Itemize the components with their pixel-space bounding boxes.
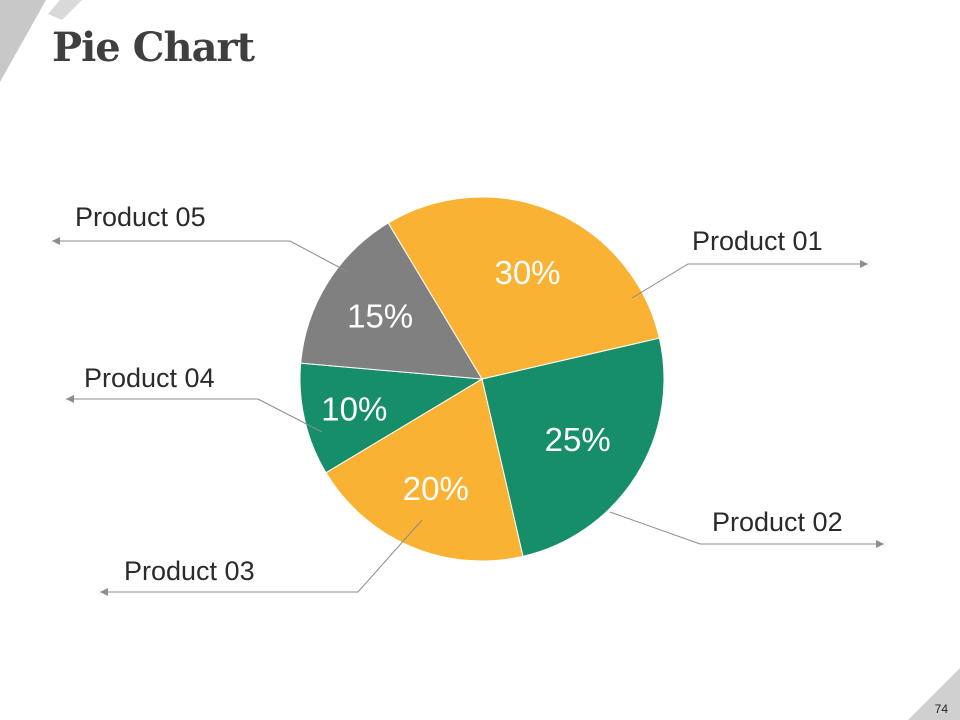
slice-value-label: 20% bbox=[403, 470, 469, 507]
leader-line bbox=[100, 519, 423, 593]
page-number: 74 bbox=[934, 702, 948, 716]
page-title: Pie Chart bbox=[52, 24, 255, 71]
category-label: Product 02 bbox=[712, 507, 843, 537]
category-label: Product 04 bbox=[84, 363, 215, 393]
leader-line bbox=[631, 263, 868, 299]
leader-line bbox=[52, 240, 349, 273]
pie-slice bbox=[299, 362, 484, 474]
leader-line bbox=[66, 398, 323, 433]
slice-value-label: 10% bbox=[321, 390, 387, 427]
pie-slice bbox=[325, 378, 524, 562]
leader-arrowhead bbox=[100, 588, 108, 596]
leader-arrowhead bbox=[876, 540, 884, 548]
slice-value-label: 30% bbox=[494, 254, 560, 291]
leader-line bbox=[609, 511, 884, 545]
leader-arrowhead bbox=[66, 395, 74, 403]
corner-decoration bbox=[0, 0, 82, 82]
category-label: Product 01 bbox=[692, 226, 823, 256]
pie-slice bbox=[387, 196, 660, 380]
slice-value-label: 25% bbox=[545, 421, 611, 458]
pie-slice bbox=[300, 222, 483, 380]
leader-arrowhead bbox=[860, 260, 868, 268]
category-label: Product 05 bbox=[75, 202, 206, 232]
category-label: Product 03 bbox=[124, 556, 255, 586]
pie-slice bbox=[481, 337, 665, 557]
slice-value-label: 15% bbox=[347, 297, 413, 334]
corner-decoration-bottom bbox=[908, 668, 960, 720]
leader-arrowhead bbox=[52, 237, 60, 245]
